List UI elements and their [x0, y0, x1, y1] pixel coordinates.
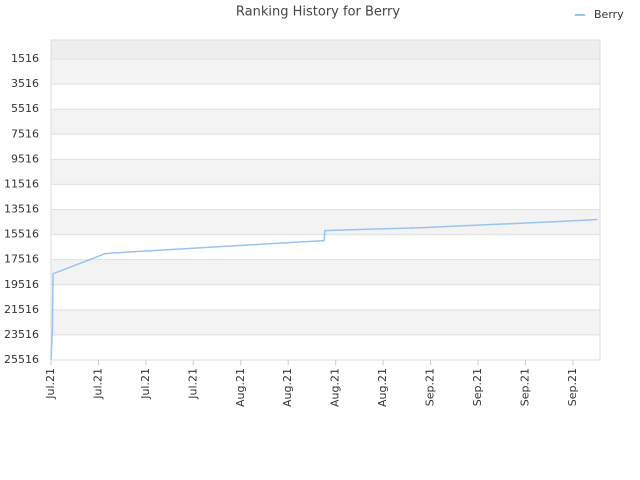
y-tick-label: 23516 [4, 328, 39, 341]
y-tick-label: 9516 [11, 152, 39, 165]
x-tick-label: Aug.21 [329, 368, 342, 407]
x-tick-label: Jul.21 [44, 368, 57, 400]
y-tick-label: 3516 [11, 77, 39, 90]
y-tick-label: 13516 [4, 203, 39, 216]
y-tick-label: 17516 [4, 253, 39, 266]
x-tick-label: Sep.21 [424, 368, 437, 406]
y-tick-label: 7516 [11, 127, 39, 140]
y-tick-label: 25516 [4, 353, 39, 366]
line [50, 218, 598, 361]
grid-band [51, 309, 600, 335]
grid-band [51, 59, 600, 85]
x-tick-label: Sep.21 [566, 368, 579, 406]
grid-band [51, 109, 600, 135]
x-tick-label: Sep.21 [471, 368, 484, 406]
plot-background [51, 40, 600, 360]
x-tick-label: Jul.21 [139, 368, 152, 400]
x-tick-label: Jul.21 [91, 368, 104, 400]
x-tick-label: Jul.21 [186, 368, 199, 400]
grid-band [51, 259, 600, 285]
grid-band [51, 40, 600, 60]
y-tick-label: 19516 [4, 278, 39, 291]
y-tick-label: 1516 [11, 52, 39, 65]
plot-border [50, 39, 601, 361]
chart-title: Ranking History for Berry [236, 5, 400, 20]
x-tick-label: Aug.21 [376, 368, 389, 407]
y-tick-label: 11516 [4, 177, 39, 190]
x-tick-label: Sep.21 [518, 368, 531, 406]
legend-label: Berry [594, 8, 624, 21]
x-tick-label: Aug.21 [281, 368, 294, 407]
y-tick-label: 15516 [4, 228, 39, 241]
y-tick-label: 5516 [11, 102, 39, 115]
x-tick-label: Aug.21 [234, 368, 247, 407]
grid-band [51, 159, 600, 185]
y-tick-label: 21516 [4, 303, 39, 316]
